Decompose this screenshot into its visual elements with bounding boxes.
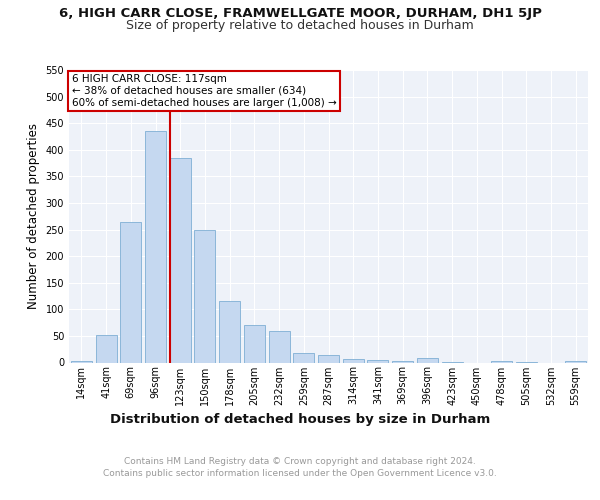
Text: 6, HIGH CARR CLOSE, FRAMWELLGATE MOOR, DURHAM, DH1 5JP: 6, HIGH CARR CLOSE, FRAMWELLGATE MOOR, D… — [59, 8, 541, 20]
Text: Contains public sector information licensed under the Open Government Licence v3: Contains public sector information licen… — [103, 469, 497, 478]
Bar — [367, 360, 388, 362]
Text: Size of property relative to detached houses in Durham: Size of property relative to detached ho… — [126, 18, 474, 32]
Bar — [417, 358, 438, 362]
Bar — [293, 353, 314, 362]
Bar — [145, 131, 166, 362]
Y-axis label: Number of detached properties: Number of detached properties — [27, 123, 40, 309]
Bar — [343, 359, 364, 362]
Bar — [219, 302, 240, 362]
Bar — [95, 336, 116, 362]
Text: Distribution of detached houses by size in Durham: Distribution of detached houses by size … — [110, 412, 490, 426]
Bar — [120, 222, 141, 362]
Text: 6 HIGH CARR CLOSE: 117sqm
← 38% of detached houses are smaller (634)
60% of semi: 6 HIGH CARR CLOSE: 117sqm ← 38% of detac… — [71, 74, 337, 108]
Text: Contains HM Land Registry data © Crown copyright and database right 2024.: Contains HM Land Registry data © Crown c… — [124, 458, 476, 466]
Bar — [71, 361, 92, 362]
Bar — [491, 361, 512, 362]
Bar — [244, 326, 265, 362]
Bar — [318, 355, 339, 362]
Bar — [269, 331, 290, 362]
Bar — [565, 361, 586, 362]
Bar — [170, 158, 191, 362]
Bar — [194, 230, 215, 362]
